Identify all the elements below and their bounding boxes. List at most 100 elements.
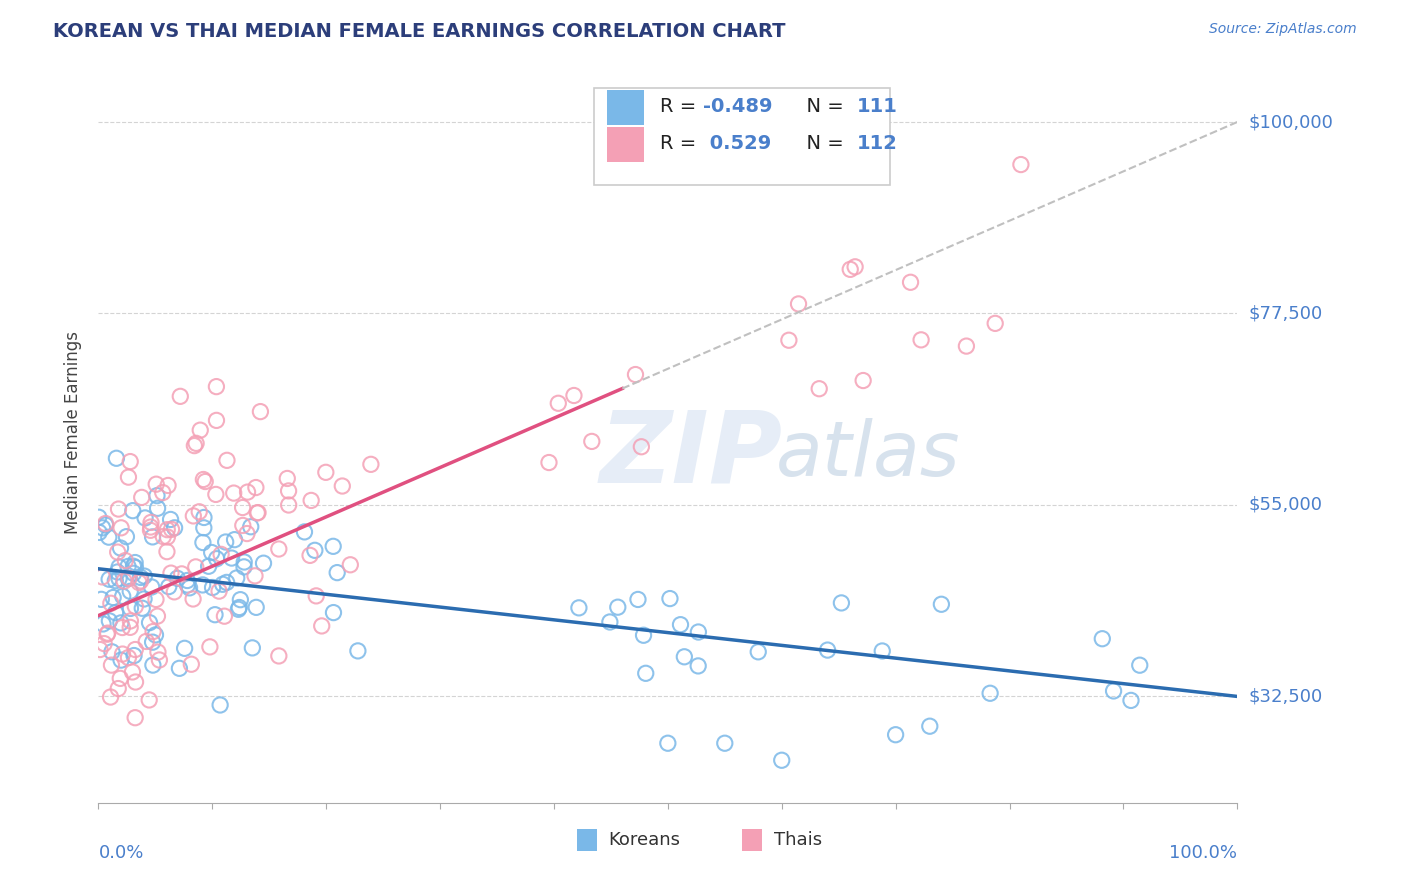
Point <box>315 466 337 480</box>
Point <box>100 596 122 610</box>
Point <box>179 581 201 595</box>
Point <box>1129 658 1152 673</box>
Text: N =: N = <box>794 97 851 116</box>
Point <box>101 591 124 605</box>
Point <box>181 591 204 606</box>
Point <box>222 486 245 500</box>
Text: 112: 112 <box>856 135 898 153</box>
Point <box>107 565 129 579</box>
Point <box>90 592 112 607</box>
Text: $100,000: $100,000 <box>1249 113 1333 131</box>
Point <box>188 423 211 437</box>
Point <box>347 644 370 658</box>
Point <box>93 637 115 651</box>
Point <box>205 487 228 501</box>
Point <box>141 580 163 594</box>
Text: R =: R = <box>659 97 703 116</box>
Point <box>163 521 186 535</box>
Point <box>852 374 875 388</box>
Point <box>193 510 215 524</box>
Point <box>830 596 852 610</box>
Point <box>142 624 165 639</box>
Point <box>96 627 118 641</box>
Point <box>839 262 862 277</box>
Text: 0.0%: 0.0% <box>98 844 143 862</box>
Point <box>135 634 157 648</box>
Point <box>159 512 181 526</box>
Point <box>124 560 146 574</box>
Point <box>204 607 226 622</box>
Point <box>232 500 254 515</box>
Point <box>304 543 326 558</box>
Point <box>673 649 696 664</box>
Point <box>547 396 569 410</box>
Point <box>900 275 922 289</box>
Point <box>581 434 603 449</box>
Point <box>714 736 737 750</box>
Point <box>205 413 228 427</box>
Point <box>124 599 146 614</box>
Point <box>94 518 117 533</box>
Text: Source: ZipAtlas.com: Source: ZipAtlas.com <box>1209 22 1357 37</box>
Y-axis label: Median Female Earnings: Median Female Earnings <box>65 331 83 534</box>
Point <box>249 404 271 418</box>
Point <box>606 600 628 615</box>
Point <box>131 601 153 615</box>
Point <box>110 521 132 535</box>
Text: 111: 111 <box>856 97 898 116</box>
Point <box>87 510 110 524</box>
Text: $77,500: $77,500 <box>1249 304 1323 323</box>
Point <box>193 521 215 535</box>
Point <box>118 571 141 585</box>
Point <box>787 297 810 311</box>
Point <box>132 592 155 607</box>
Point <box>305 589 328 603</box>
Point <box>817 643 839 657</box>
Point <box>122 566 145 581</box>
Point <box>225 571 247 585</box>
Point <box>808 382 831 396</box>
Point <box>166 571 188 585</box>
Point <box>240 640 263 655</box>
Point <box>100 690 122 704</box>
Point <box>169 389 191 403</box>
Point <box>630 440 652 454</box>
Point <box>239 520 262 534</box>
Point <box>148 653 170 667</box>
Bar <box>742 829 762 851</box>
Point <box>146 645 169 659</box>
Point <box>360 458 382 472</box>
Point <box>599 615 621 629</box>
Point <box>221 551 243 566</box>
Point <box>955 339 977 353</box>
Point <box>160 566 183 581</box>
Point <box>117 559 139 574</box>
Point <box>134 511 156 525</box>
Point <box>94 516 117 531</box>
Point <box>100 658 122 673</box>
Point <box>146 489 169 503</box>
Point <box>124 556 146 570</box>
Point <box>232 518 254 533</box>
Point <box>111 621 134 635</box>
Point <box>152 530 174 544</box>
Point <box>146 609 169 624</box>
Point <box>112 574 135 588</box>
Point <box>157 478 180 492</box>
Point <box>146 501 169 516</box>
Point <box>105 451 128 466</box>
Point <box>104 606 127 620</box>
Point <box>1010 157 1032 171</box>
Point <box>633 628 655 642</box>
Point <box>124 642 146 657</box>
Point <box>669 617 692 632</box>
Point <box>183 508 205 523</box>
Point <box>311 619 333 633</box>
Text: $32,500: $32,500 <box>1249 688 1323 706</box>
Point <box>1119 693 1142 707</box>
Point <box>176 578 198 592</box>
Point <box>205 379 228 393</box>
Bar <box>607 127 644 162</box>
Point <box>688 625 710 640</box>
Point <box>201 545 224 559</box>
